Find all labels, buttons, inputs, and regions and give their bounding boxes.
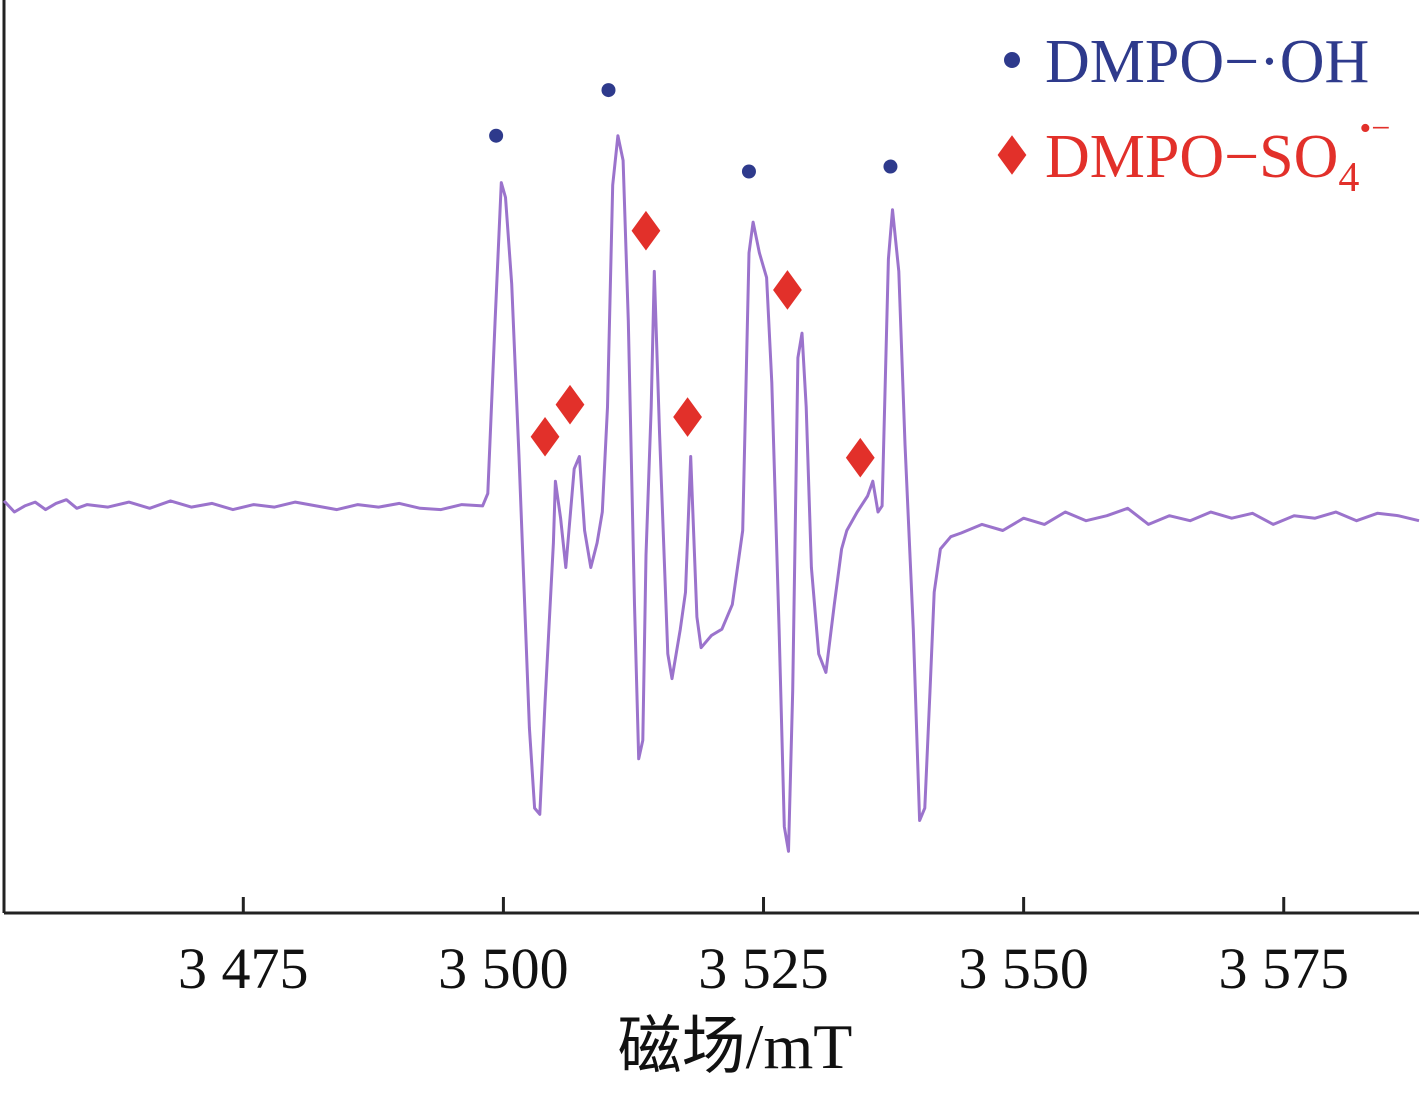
axes-layer: 3 475 3 500 3 525 3 550 3 575 [2, 0, 1419, 1001]
legend-label-subscript: 4 [1338, 155, 1359, 201]
x-axis-title: 磁场/mT [618, 1011, 853, 1082]
legend-diamond-marker [997, 135, 1027, 175]
so4-peak-marker [631, 210, 661, 251]
legend-circle-marker [1004, 52, 1020, 68]
legend-label: DMPO−SO4•− [1045, 110, 1390, 201]
legend-label-main: DMPO−SO [1045, 123, 1338, 191]
x-tick-label: 3 500 [438, 936, 569, 1001]
oh-peak-marker [883, 159, 898, 174]
oh-peak-marker [741, 164, 756, 179]
x-tick-label: 3 475 [178, 936, 309, 1001]
so4-peak-marker [773, 270, 802, 310]
x-tick-label: 3 550 [958, 936, 1089, 1001]
series-line [2, 134, 1420, 853]
series-layer [2, 134, 1420, 853]
legend-label: DMPO−·OH [1045, 28, 1369, 96]
legend: DMPO−·OH DMPO−SO4•− [997, 28, 1390, 201]
so4-peak-marker [530, 416, 560, 457]
so4-peak-marker [845, 437, 875, 478]
legend-label-main: DMPO−·OH [1045, 28, 1369, 96]
so4-peak-marker [555, 384, 585, 425]
annotation-layer [489, 83, 898, 478]
oh-peak-marker [489, 128, 504, 143]
legend-label-superscript: •− [1359, 110, 1390, 147]
so4-peak-marker [673, 397, 702, 437]
x-tick-label: 3 575 [1218, 936, 1349, 1001]
oh-peak-marker [601, 83, 616, 98]
x-tick-label: 3 525 [698, 936, 829, 1001]
